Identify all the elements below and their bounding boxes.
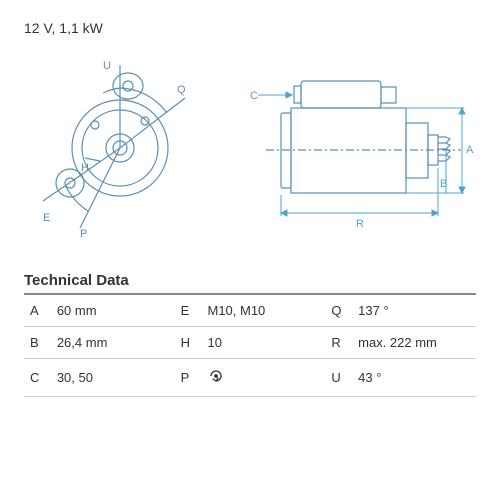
cell-key: C [24, 359, 51, 397]
label-q: Q [177, 84, 186, 96]
cell-val: 26,4 mm [51, 327, 175, 359]
diagrams-row: U Q H P E [24, 48, 476, 248]
cell-key: A [24, 295, 51, 327]
cell-val: 60 mm [51, 295, 175, 327]
label-a: A [466, 144, 474, 156]
side-view-diagram: C A B R [246, 48, 476, 248]
front-view-diagram: U Q H P E [24, 48, 226, 248]
cell-val-rotation [201, 359, 325, 397]
cell-val: 43 ° [352, 359, 476, 397]
cell-val: M10, M10 [201, 295, 325, 327]
table-row: B 26,4 mm H 10 R max. 222 mm [24, 327, 476, 359]
label-b: B [440, 178, 447, 190]
label-p: P [80, 228, 87, 240]
table-row: C 30, 50 P U 43 ° [24, 359, 476, 397]
technical-data-title: Technical Data [24, 272, 476, 295]
label-h: H [81, 162, 89, 174]
cell-val: 10 [201, 327, 325, 359]
label-r: R [356, 218, 364, 230]
cell-key: Q [325, 295, 352, 327]
cell-key: P [175, 359, 202, 397]
table-row: A 60 mm E M10, M10 Q 137 ° [24, 295, 476, 327]
cell-key: H [175, 327, 202, 359]
label-u: U [103, 60, 111, 72]
rotation-icon [207, 367, 225, 385]
cell-key: B [24, 327, 51, 359]
label-e: E [43, 212, 50, 224]
technical-data-table: A 60 mm E M10, M10 Q 137 ° B 26,4 mm H 1… [24, 295, 476, 397]
cell-val: max. 222 mm [352, 327, 476, 359]
cell-key: U [325, 359, 352, 397]
cell-key: R [325, 327, 352, 359]
label-c: C [250, 90, 258, 102]
cell-val: 137 ° [352, 295, 476, 327]
cell-val: 30, 50 [51, 359, 175, 397]
spec-line: 12 V, 1,1 kW [24, 20, 476, 36]
cell-key: E [175, 295, 202, 327]
